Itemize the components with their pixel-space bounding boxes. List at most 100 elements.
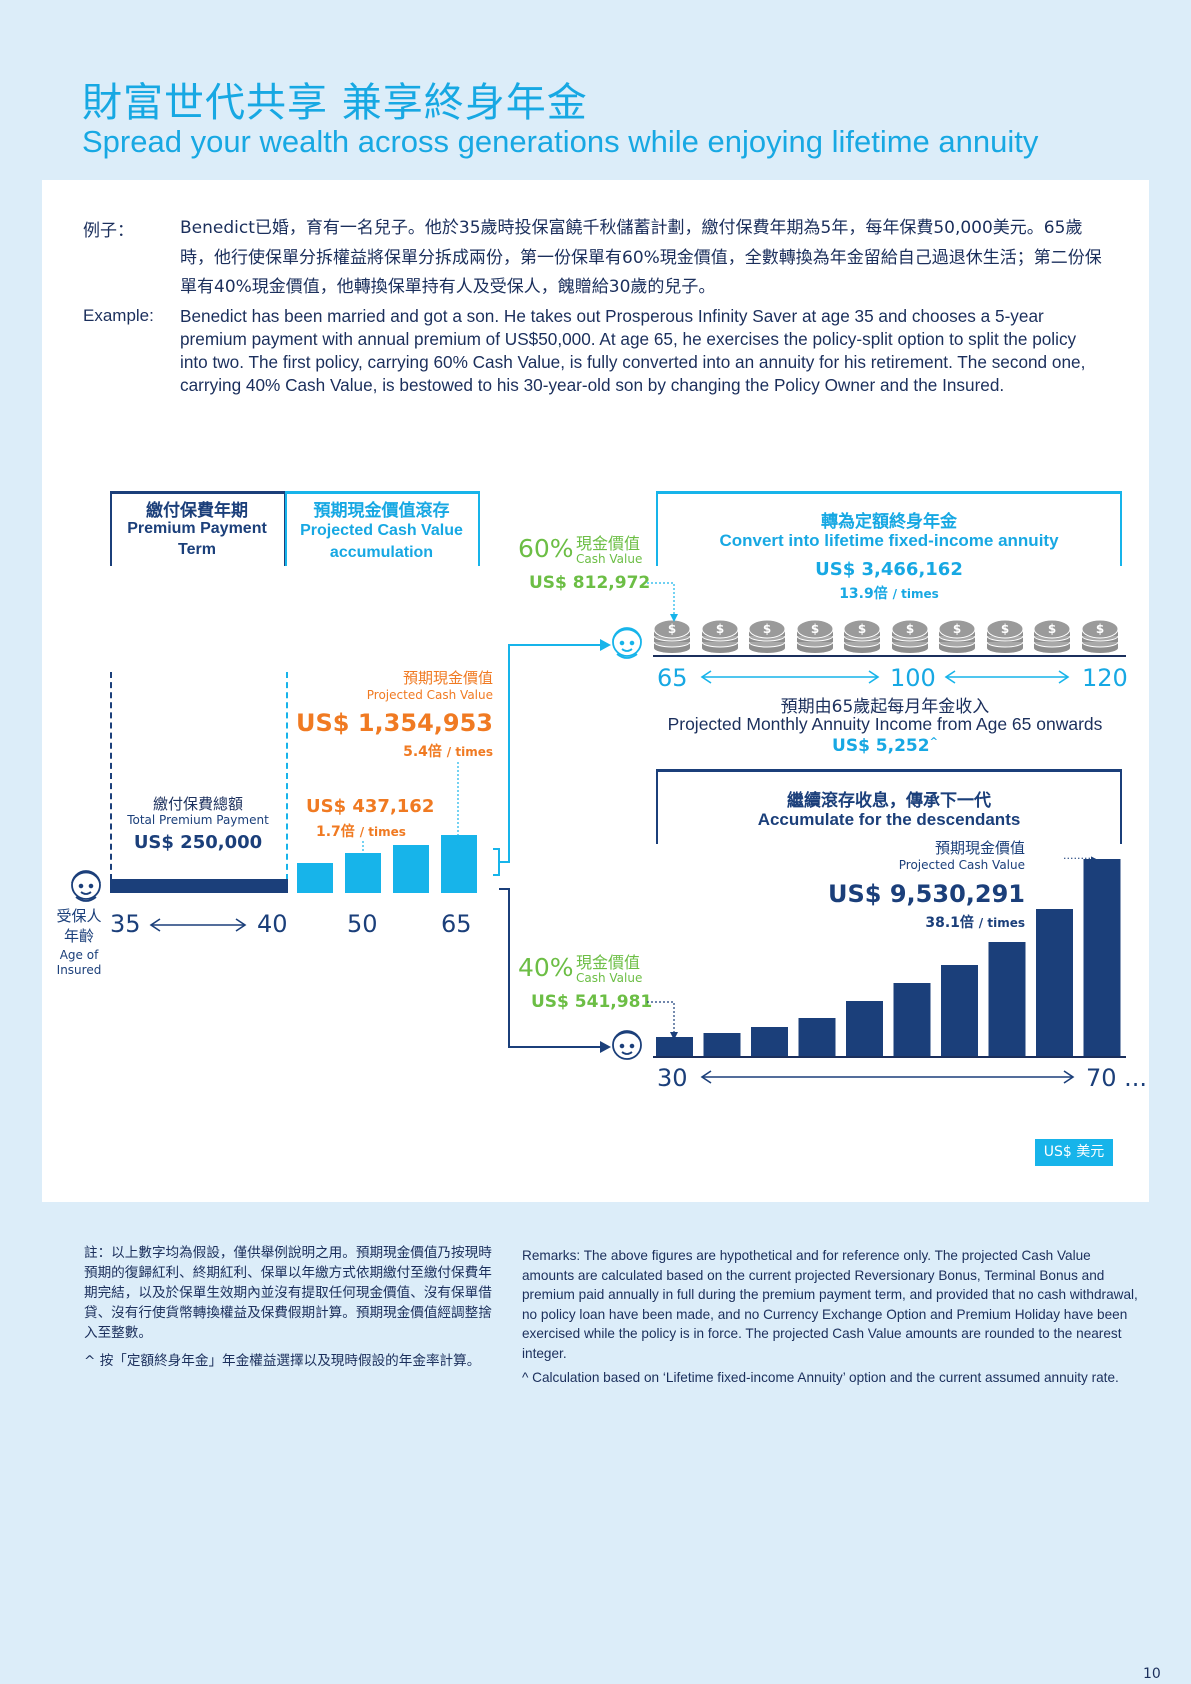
insured-age-label: 受保人 年齡 Age of Insured xyxy=(56,907,102,977)
total-premium-value: US$ 250,000 xyxy=(133,832,263,853)
premium-term-label-zh: 繳付保費年期 xyxy=(146,501,248,521)
coin-stack-icon: $ xyxy=(986,618,1024,654)
monthly-value: US$ 5,252^ xyxy=(832,736,938,756)
cv65-value: US$ 1,354,953 xyxy=(296,709,493,737)
svg-text:$: $ xyxy=(715,622,723,636)
page-title-zh: 財富世代共享 兼享終身年金 xyxy=(82,80,588,126)
monthly-label-en: Projected Monthly Annuity Income from Ag… xyxy=(667,714,1103,734)
total-premium-zh: 繳付保費總額 xyxy=(152,795,243,813)
annuity-bracket xyxy=(656,491,1122,566)
pointer-40 xyxy=(647,1001,675,1036)
example-label-en: Example: xyxy=(83,306,154,325)
example-text-zh: Benedict已婚，育有一名兒子。他於35歲時投保富饒千秋儲蓄計劃，繳付保費年… xyxy=(180,218,1102,297)
svg-text:$: $ xyxy=(763,622,771,636)
premium-term-bar xyxy=(110,879,288,893)
svg-text:$: $ xyxy=(1095,622,1103,636)
remarks-zh: 註：以上數字均為假設，僅供舉例說明之用。預期現金價值乃按現時預期的復歸紅利、終期… xyxy=(84,1245,492,1369)
coin-stack-icon: $ xyxy=(843,618,881,654)
example-text-en: Benedict has been married and got a son.… xyxy=(180,306,1086,395)
coin-stack-icon: $ xyxy=(891,618,929,654)
son-cash-value-bar xyxy=(656,1037,693,1057)
svg-text:$: $ xyxy=(668,622,676,636)
cv50-value: US$ 437,162 xyxy=(306,796,435,817)
son-age-30: 30 xyxy=(657,1064,688,1092)
son-cash-value-bar xyxy=(751,1027,788,1057)
age-50: 50 xyxy=(347,910,378,938)
descendants-bracket xyxy=(656,769,1122,844)
cv-son-label-zh: 預期現金價值 xyxy=(934,839,1025,857)
pointer-60 xyxy=(647,582,675,618)
connector-top xyxy=(499,644,600,863)
split40-en: Cash Value xyxy=(576,971,643,985)
annuity-age-65: 65 xyxy=(657,664,688,692)
remarks-en: Remarks: The above figures are hypotheti… xyxy=(522,1248,1138,1385)
annuity-label-zh: 轉為定額終身年金 xyxy=(821,512,957,532)
cv65-multiple: 5.4倍 / times xyxy=(403,744,493,760)
dashed-guide-mid xyxy=(286,672,288,880)
annuity-multiple: 13.9倍 / times xyxy=(839,586,939,602)
cv-son-label-en: Projected Cash Value xyxy=(898,858,1025,872)
split60-value: US$ 812,972 xyxy=(529,573,651,593)
coin-stack-icon: $ xyxy=(1081,618,1119,654)
cv65-label-zh: 預期現金價值 xyxy=(402,669,493,687)
cv65-label-en: Projected Cash Value xyxy=(366,688,493,702)
split60-zh: 現金價值 xyxy=(576,534,641,553)
premium-term-label-en: Premium Payment Term xyxy=(127,520,267,558)
annuity-age-120: 120 xyxy=(1082,664,1128,692)
descendants-label-en: Accumulate for the descendants xyxy=(757,810,1021,829)
son-cash-value-bar xyxy=(893,983,931,1057)
coin-stack-row: $ $ $ $ $ $ $ $ $ $ xyxy=(653,618,1123,654)
split-brace xyxy=(493,848,500,876)
annuity-label-en: Convert into lifetime fixed-income annui… xyxy=(719,531,1059,550)
son-face-icon xyxy=(612,1030,642,1060)
svg-text:$: $ xyxy=(1048,622,1056,636)
coin-stack-icon: $ xyxy=(796,618,834,654)
split40-pct: 40% xyxy=(518,953,574,982)
coin-stack-icon: $ xyxy=(653,618,691,654)
example-label-zh: 例子： xyxy=(83,221,134,241)
dashed-guide-left xyxy=(110,672,112,880)
cv50-multiple: 1.7倍 / times xyxy=(316,824,406,840)
pointer-60-head xyxy=(670,614,678,622)
son-cash-value-bar xyxy=(941,965,978,1057)
father-face-icon xyxy=(71,870,101,902)
son-cash-value-bar xyxy=(703,1033,741,1057)
son-cash-value-bar xyxy=(846,1001,883,1057)
svg-text:$: $ xyxy=(858,622,866,636)
descendants-label-zh: 繼續滾存收息，傳承下一代 xyxy=(787,791,991,811)
cv-son-value: US$ 9,530,291 xyxy=(828,880,1025,908)
arrow-bottom xyxy=(600,1041,611,1053)
coin-stack-icon: $ xyxy=(938,618,976,654)
diagram-svg xyxy=(71,582,1126,1084)
monthly-label-zh: 預期由65歲起每月年金收入 xyxy=(780,697,990,717)
split60-pct: 60% xyxy=(518,534,574,563)
age-40: 40 xyxy=(257,910,288,938)
cash-accum-bracket xyxy=(285,491,480,566)
annuity-value: US$ 3,466,162 xyxy=(815,559,963,580)
coin-stack-icon: $ xyxy=(748,618,786,654)
cash-accum-label-en: Projected Cash Value accumulation xyxy=(300,522,463,561)
currency-badge: US$ 美元 xyxy=(1035,1139,1113,1166)
son-age-70: 70 ... xyxy=(1086,1064,1148,1092)
svg-text:$: $ xyxy=(1000,622,1008,636)
split60-en: Cash Value xyxy=(576,552,643,566)
coin-stack-icon: $ xyxy=(701,618,739,654)
coin-stack-icon: $ xyxy=(1033,618,1071,654)
page-title-en: Spread your wealth across generations wh… xyxy=(82,124,1039,159)
son-bar-chart xyxy=(653,859,1126,1058)
pointer-cv65-head xyxy=(454,838,462,846)
pointer-cv50-head xyxy=(359,855,367,863)
age-65: 65 xyxy=(441,910,472,938)
cv-son-multiple: 38.1倍 / times xyxy=(925,915,1025,931)
svg-text:$: $ xyxy=(905,622,913,636)
pointer-40-head xyxy=(670,1032,678,1040)
father-face-annuity-icon xyxy=(612,627,642,659)
cash-value-bar xyxy=(441,835,477,893)
split40-zh: 現金價值 xyxy=(576,953,641,972)
age-35: 35 xyxy=(110,910,141,938)
son-cash-value-bar xyxy=(1036,909,1073,1057)
cash-value-bar xyxy=(297,863,333,893)
svg-text:$: $ xyxy=(953,622,961,636)
page-number: 10 xyxy=(1143,1666,1161,1682)
total-premium-en: Total Premium Payment xyxy=(127,813,269,827)
